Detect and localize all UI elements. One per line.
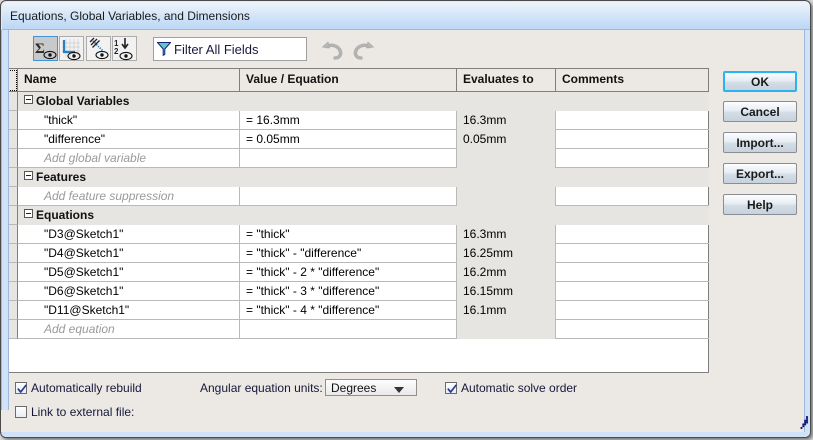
svg-text:2: 2	[114, 47, 119, 56]
